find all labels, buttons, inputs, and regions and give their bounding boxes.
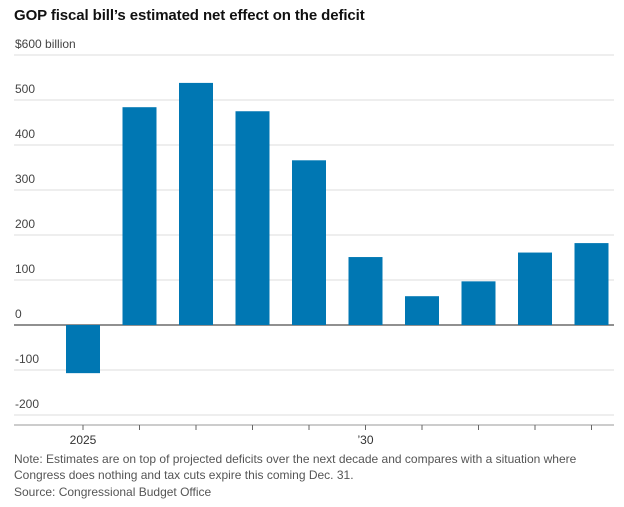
y-tick-label: 300 xyxy=(15,172,35,186)
x-tick-label: ’30 xyxy=(357,433,373,447)
chart-note: Note: Estimates are on top of projected … xyxy=(14,452,577,482)
x-tick-label: 2025 xyxy=(70,433,97,447)
chart-source: Source: Congressional Budget Office xyxy=(14,485,212,499)
bar-2031 xyxy=(405,296,439,325)
bar-2025 xyxy=(66,325,100,374)
bar-2032 xyxy=(461,281,496,325)
bars xyxy=(66,82,609,374)
y-tick-label: 200 xyxy=(15,217,35,231)
y-tick-label: -200 xyxy=(15,397,39,411)
bar-2034 xyxy=(574,243,609,325)
y-tick-label: 500 xyxy=(15,82,35,96)
y-tick-label: 400 xyxy=(15,127,35,141)
bar-2026 xyxy=(122,107,157,325)
bar-2030 xyxy=(348,257,383,325)
bar-chart: $600 billion 500 400 300 200 100 0 -100 -200 202… xyxy=(14,37,614,447)
x-axis: 2025 ’30 xyxy=(14,424,614,447)
y-axis-labels: $600 billion 500 400 300 200 100 0 -100 -200 xyxy=(15,37,76,411)
bar-2029 xyxy=(292,160,326,325)
bar-2033 xyxy=(518,252,552,325)
y-tick-label: 100 xyxy=(15,262,35,276)
bar-2027 xyxy=(179,82,213,326)
y-tick-label: 0 xyxy=(15,307,22,321)
bar-2028 xyxy=(235,111,270,325)
y-tick-label: $600 billion xyxy=(15,37,76,51)
y-tick-label: -100 xyxy=(15,352,39,366)
chart-title: GOP fiscal bill’s estimated net effect o… xyxy=(14,7,365,24)
